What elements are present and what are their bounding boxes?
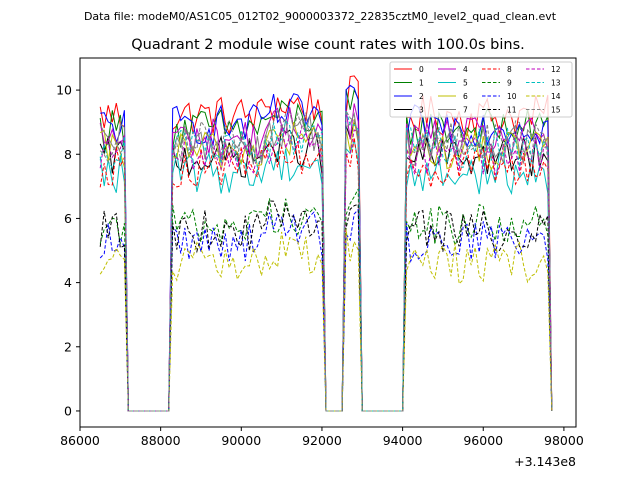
- x-tick-label: 94000: [383, 433, 423, 448]
- legend-label-5: 5: [463, 79, 468, 88]
- x-tick-label: 90000: [221, 433, 261, 448]
- x-axis: 86000 88000 90000 92000 94000 96000 98000: [60, 427, 584, 448]
- chart-title: Quadrant 2 module wise count rates with …: [131, 37, 525, 53]
- y-tick-label: 10: [56, 83, 72, 98]
- legend-label-14: 14: [551, 92, 561, 101]
- legend-label-6: 6: [463, 92, 468, 101]
- x-tick-label: 86000: [60, 433, 100, 448]
- y-tick-label: 0: [64, 403, 72, 418]
- figure-suptitle: Data file: modeM0/AS1C05_012T02_90000033…: [84, 10, 557, 23]
- x-tick-label: 96000: [463, 433, 503, 448]
- legend-label-4: 4: [463, 65, 468, 74]
- series-line-10: [99, 208, 553, 412]
- legend-label-13: 13: [551, 79, 561, 88]
- legend-label-0: 0: [419, 65, 424, 74]
- x-offset-label: +3.143e8: [514, 454, 576, 469]
- legend-label-8: 8: [507, 65, 512, 74]
- legend-label-9: 9: [507, 79, 512, 88]
- x-tick-label: 92000: [302, 433, 342, 448]
- legend-label-1: 1: [419, 79, 424, 88]
- legend-label-2: 2: [419, 92, 424, 101]
- legend-label-3: 3: [419, 106, 424, 115]
- y-tick-label: 8: [64, 147, 72, 162]
- y-tick-label: 6: [64, 211, 72, 226]
- legend-label-15: 15: [551, 106, 561, 115]
- y-axis: 0 2 4 6 8 10: [56, 83, 80, 418]
- legend-label-7: 7: [463, 106, 468, 115]
- x-tick-label: 98000: [544, 433, 584, 448]
- legend-label-10: 10: [507, 92, 517, 101]
- series-line-15: [99, 109, 553, 412]
- legend-label-11: 11: [507, 106, 517, 115]
- plot-frame: [79, 57, 577, 428]
- x-tick-label: 88000: [141, 433, 181, 448]
- legend-label-12: 12: [551, 65, 561, 74]
- series-line-12: [99, 124, 553, 412]
- legend-box: [389, 61, 573, 118]
- y-tick-label: 2: [64, 339, 72, 354]
- y-tick-label: 4: [64, 275, 72, 290]
- series-line-8: [99, 137, 553, 412]
- plot-lines: [99, 75, 553, 412]
